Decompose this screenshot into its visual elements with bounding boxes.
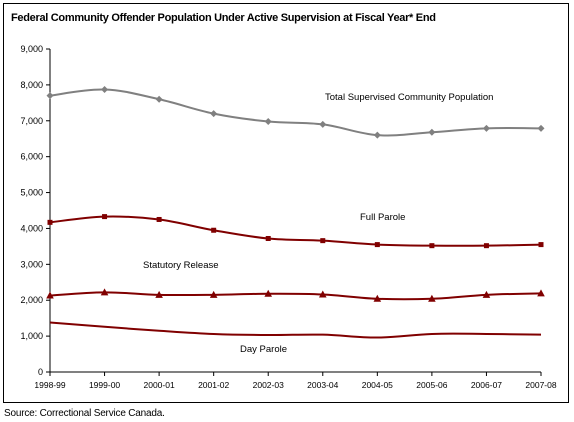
data-point	[47, 219, 53, 225]
y-tick-label: 9,000	[20, 44, 43, 54]
x-tick-label: 2003-04	[307, 380, 338, 390]
y-tick-label: 8,000	[20, 80, 43, 90]
data-point	[429, 243, 435, 249]
x-tick-label: 1999-00	[89, 380, 120, 390]
x-tick-label: 2006-07	[471, 380, 502, 390]
data-point	[537, 124, 545, 132]
data-point	[211, 227, 217, 233]
x-tick-label: 1998-99	[34, 380, 65, 390]
y-tick-label: 4,000	[20, 223, 43, 233]
y-tick-label: 6,000	[20, 152, 43, 162]
series-label: Total Supervised Community Population	[325, 92, 493, 103]
x-tick-label: 2000-01	[144, 380, 175, 390]
y-tick-label: 1,000	[20, 331, 43, 341]
series-label: Day Parole	[240, 344, 287, 355]
data-point	[428, 294, 436, 302]
series-line-1	[49, 215, 542, 247]
series-line-0	[49, 88, 542, 137]
source-note: Source: Correctional Service Canada.	[4, 408, 165, 419]
data-point	[155, 290, 163, 298]
series-line-3	[49, 321, 542, 339]
data-point	[156, 216, 162, 222]
data-point	[265, 235, 271, 241]
chart-title: Federal Community Offender Population Un…	[11, 12, 436, 24]
series-label: Full Parole	[360, 212, 405, 223]
data-point	[319, 120, 327, 128]
data-point	[209, 290, 218, 298]
data-point	[264, 117, 272, 125]
series-line-2	[49, 291, 542, 301]
data-point	[102, 214, 108, 220]
data-point	[46, 92, 54, 100]
data-point	[537, 289, 545, 297]
x-tick-label: 2001-02	[198, 380, 229, 390]
x-tick-label: 2004-05	[362, 380, 393, 390]
x-tick-label: 2002-03	[253, 380, 284, 390]
data-point	[155, 95, 163, 103]
data-point	[483, 243, 489, 249]
data-point	[428, 128, 436, 136]
data-point	[264, 289, 273, 297]
line-chart: 0 1,000 2,000 3,000 4,000 5,000 6,000 7,000 8,00…	[20, 44, 556, 390]
data-point	[373, 294, 382, 302]
series-label: Statutory Release	[143, 260, 219, 271]
data-point	[374, 242, 380, 248]
data-point	[538, 242, 544, 248]
x-tick-label: 2005-06	[416, 380, 447, 390]
y-tick-label: 2,000	[20, 295, 43, 305]
data-point	[482, 290, 491, 298]
data-point	[46, 291, 54, 299]
y-tick-label: 5,000	[20, 188, 43, 198]
x-tick-label: 2007-08	[525, 380, 556, 390]
data-point	[320, 238, 326, 244]
data-point	[101, 86, 109, 94]
data-point	[210, 110, 218, 118]
data-point	[318, 290, 327, 298]
data-point	[482, 124, 490, 132]
y-tick-label: 3,000	[20, 259, 43, 269]
chart-frame	[3, 3, 569, 403]
y-tick-label: 7,000	[20, 116, 43, 126]
data-point	[373, 131, 381, 139]
y-tick-label: 0	[38, 367, 43, 377]
data-point	[100, 288, 109, 296]
